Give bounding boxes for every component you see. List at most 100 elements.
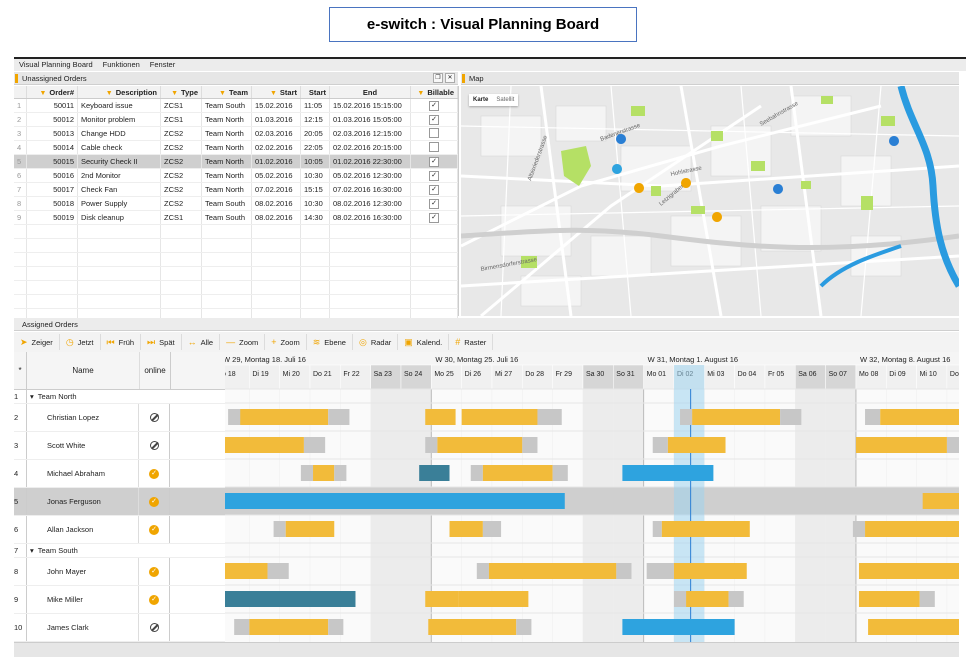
billable-checkbox[interactable]: ✓	[429, 185, 439, 195]
table-row[interactable]: 3 50013 Change HDD ZCS2 Team North 02.03.2016…	[14, 126, 458, 141]
billable-cell: ✓	[410, 210, 458, 225]
gantt-chart[interactable]: W 29, Montag 18. Juli 16 W 30, Montag 25.…	[225, 352, 959, 642]
order-bar	[780, 409, 802, 425]
column-type[interactable]: ▼ Type	[160, 86, 202, 99]
day-label: Mi 10	[920, 371, 937, 378]
resource-row[interactable]: 8 John Mayer ✓	[14, 558, 225, 586]
toolbar-button-spt[interactable]: ⏭ Spät	[141, 334, 182, 350]
map-marker-icon[interactable]	[773, 184, 784, 206]
column-start-time[interactable]: Start	[300, 86, 330, 99]
order-bar	[661, 521, 750, 537]
billable-checkbox[interactable]: ✓	[429, 101, 439, 111]
order-bar	[673, 591, 687, 607]
expand-icon[interactable]: ▾	[30, 392, 34, 401]
order-bar	[334, 465, 347, 481]
table-cell: ZCS2	[160, 126, 202, 141]
map-canvas[interactable]: Badenerstrasse Albisriederstrasse Letzig…	[461, 86, 959, 316]
billable-checkbox[interactable]: ✓	[429, 171, 439, 181]
billable-checkbox[interactable]	[429, 127, 439, 138]
resource-name: Jonas Ferguson	[27, 488, 139, 515]
toolbar-button-zoom[interactable]: + Zoom	[265, 334, 307, 350]
group-row[interactable]: 7 ▾ Team South	[14, 544, 225, 558]
filter-icon[interactable]: ▼	[269, 89, 277, 97]
expand-icon[interactable]: ▾	[30, 546, 34, 555]
menu-visual-planning-board[interactable]: Visual Planning Board	[19, 60, 93, 69]
table-cell	[329, 252, 411, 267]
toolbar-button-zeiger[interactable]: ➤ Zeiger	[14, 334, 60, 350]
menu-funktionen[interactable]: Funktionen	[102, 60, 140, 69]
resource-row[interactable]: 5 Jonas Ferguson ✓	[14, 488, 225, 516]
gantt-timeline[interactable]: W 29, Montag 18. Juli 16 W 30, Montag 25.…	[225, 352, 959, 642]
filter-icon[interactable]: ▼	[39, 89, 47, 97]
column-team[interactable]: ▼ Team	[201, 86, 252, 99]
table-row[interactable]: 4 50014 Cable check ZCS2 Team North 02.02.201…	[14, 140, 458, 155]
restore-icon[interactable]: ❐	[433, 73, 443, 83]
resource-row[interactable]: 10 James Clark	[14, 614, 225, 642]
map-view[interactable]: Badenerstrasse Albisriederstrasse Letzig…	[461, 86, 959, 316]
table-row[interactable]: 6 50016 2nd Monitor ZCS2 Team North 05.02.201…	[14, 168, 458, 183]
close-icon[interactable]: ✕	[445, 73, 455, 83]
order-bar	[300, 465, 314, 481]
map-marker-icon[interactable]	[634, 183, 645, 205]
empty-row	[14, 280, 458, 295]
tab-karte[interactable]: Karte	[473, 97, 489, 103]
table-row[interactable]: 2 50012 Monitor problem ZCS1 Team North 01.03…	[14, 112, 458, 127]
order-bar	[868, 619, 959, 635]
billable-checkbox[interactable]: ✓	[429, 199, 439, 209]
table-cell: 02.03.2016 12:15:00	[329, 126, 411, 141]
billable-checkbox[interactable]: ✓	[429, 213, 439, 223]
table-row[interactable]: 7 50017 Check Fan ZCS2 Team North 07.02.2016 1…	[14, 182, 458, 197]
table-cell: 20:05	[300, 126, 330, 141]
toolbar-button-frh[interactable]: ⏮ Früh	[101, 334, 142, 350]
resource-row[interactable]: 2 Christian Lopez	[14, 404, 225, 432]
day-header-cell	[582, 364, 614, 390]
column-order[interactable]: ▼ Order#	[26, 86, 78, 99]
week-label: W 32, Montag 8. August 16	[860, 355, 950, 364]
filter-icon[interactable]: ▼	[105, 89, 113, 97]
billable-checkbox[interactable]: ✓	[429, 115, 439, 125]
filter-icon[interactable]: ▼	[417, 89, 425, 97]
toolbar-button-alle[interactable]: ↔ Alle	[182, 334, 221, 350]
toolbar-button-kalend[interactable]: ▣ Kalend.	[398, 334, 450, 350]
order-bar	[865, 409, 881, 425]
order-bar	[482, 465, 553, 481]
day-label: Fr 22	[343, 371, 359, 378]
map-marker-icon[interactable]	[712, 212, 723, 234]
toolbar-button-jetzt[interactable]: ◷ Jetzt	[60, 334, 101, 350]
day-label: So 07	[829, 371, 847, 378]
billable-cell: ✓	[410, 98, 458, 113]
map-marker-icon[interactable]	[616, 134, 627, 156]
column-description[interactable]: ▼ Description	[77, 86, 161, 99]
toolbar-button-zoom[interactable]: — Zoom	[220, 334, 266, 350]
map-marker-icon[interactable]	[681, 178, 692, 200]
day-label: Di 26	[465, 371, 481, 378]
resource-row[interactable]: 6 Allan Jackson ✓	[14, 516, 225, 544]
toolbar-button-radar[interactable]: ◎ Radar	[353, 334, 399, 350]
column-start-date[interactable]: ▼ Start	[251, 86, 301, 99]
column-billable[interactable]: ▼ Billable	[410, 86, 458, 99]
column-end[interactable]: End	[329, 86, 411, 99]
menu-fenster[interactable]: Fenster	[149, 60, 176, 69]
billable-checkbox[interactable]: ✓	[429, 157, 439, 167]
toolbar-button-ebene[interactable]: ≋ Ebene	[307, 334, 353, 350]
filter-icon[interactable]: ▼	[171, 89, 179, 97]
filter-icon[interactable]: ▼	[219, 89, 226, 97]
table-row[interactable]: 9 50019 Disk cleanup ZCS1 Team South 08.02.20…	[14, 210, 458, 225]
tab-satellit[interactable]: Satellit	[496, 97, 515, 103]
billable-checkbox[interactable]	[429, 141, 439, 152]
table-row[interactable]: 1 50011 Keyboard issue ZCS1 Team South 15.02.…	[14, 98, 458, 113]
unassigned-orders-title: Unassigned Orders	[22, 73, 87, 83]
table-row[interactable]: 8 50018 Power Supply ZCS2 Team South 08.02.20…	[14, 196, 458, 211]
online-cell: ✓	[139, 488, 170, 515]
toolbar-button-raster[interactable]: # Raster	[449, 334, 494, 350]
map-marker-icon[interactable]	[889, 136, 900, 158]
name-column-header[interactable]: Name	[27, 352, 140, 389]
table-row[interactable]: 5 50015 Security Check II ZCS2 Team North 01.…	[14, 154, 458, 169]
order-bar	[225, 493, 565, 509]
group-row[interactable]: 1 ▾ Team North	[14, 390, 225, 404]
resource-row[interactable]: 3 Scott White	[14, 432, 225, 460]
resource-row[interactable]: 9 Mike Miller ✓	[14, 586, 225, 614]
online-column-header[interactable]: online	[140, 352, 171, 389]
map-marker-icon[interactable]	[612, 164, 623, 186]
resource-row[interactable]: 4 Michael Abraham ✓	[14, 460, 225, 488]
